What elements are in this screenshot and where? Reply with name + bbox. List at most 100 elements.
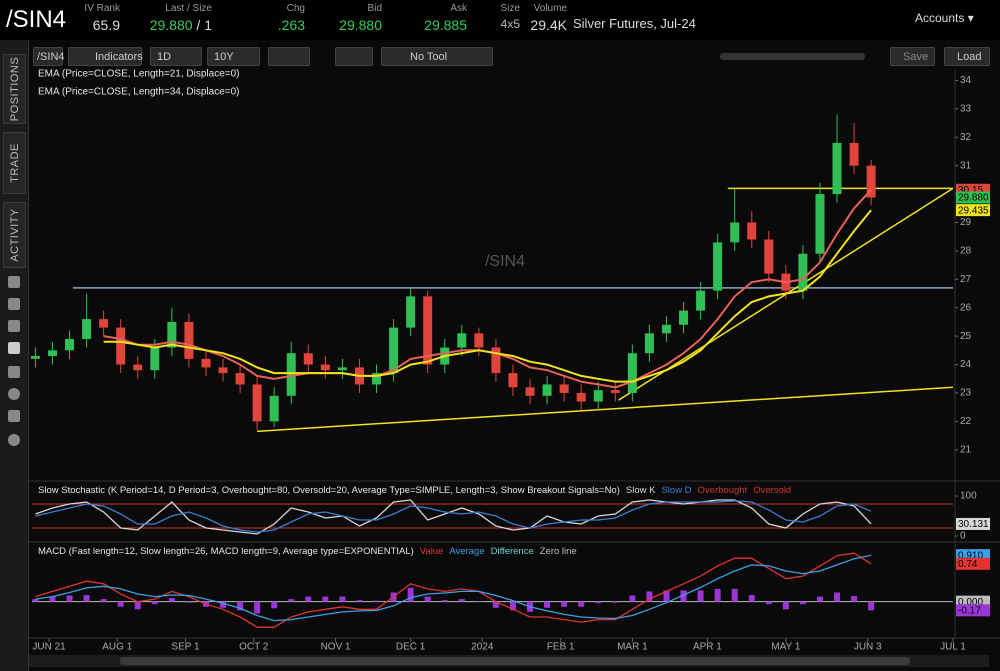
legend-entry: Average — [449, 546, 484, 557]
candle-body — [269, 395, 279, 422]
zoom-slider[interactable] — [720, 53, 865, 60]
y-tick-label: 21 — [960, 444, 972, 455]
value-tag — [956, 517, 990, 530]
quote-field: Chg .263 — [255, 3, 305, 33]
y-tick-label: 0 — [960, 531, 966, 542]
field-value: .263 — [277, 17, 305, 33]
accounts-label[interactable]: Accounts — [915, 11, 965, 25]
legend-entry: Zero line — [540, 546, 577, 557]
panel-title: MACD (Fast length=12, Slow length=26, MA… — [38, 546, 414, 557]
histogram-bar — [561, 601, 568, 607]
symbol[interactable]: /SIN4 — [6, 6, 67, 33]
value-tag-label: 0.74 — [958, 559, 978, 570]
icon[interactable] — [8, 388, 20, 400]
aggregation-select[interactable]: 1D — [150, 47, 202, 66]
icon[interactable] — [8, 298, 20, 310]
scroll-thumb[interactable] — [120, 657, 910, 665]
histogram-bar — [834, 592, 841, 602]
indicators-button[interactable]: Indicators — [68, 47, 143, 66]
legend-entry: Difference — [491, 546, 534, 557]
symbol-box[interactable]: /SIN4 — [33, 47, 65, 66]
panel-legend: Slow Stochastic (K Period=14, D Period=3… — [38, 485, 791, 496]
value-tag — [956, 191, 990, 204]
legend-entry: Overbought — [698, 485, 748, 496]
y-tick-label: 32 — [960, 132, 972, 143]
sidebar-tab[interactable]: POSITIONS — [3, 54, 26, 124]
icon[interactable] — [8, 410, 20, 422]
candle-body — [235, 373, 245, 385]
icon[interactable] — [8, 434, 20, 446]
candle-body — [866, 165, 876, 198]
candle-body — [65, 338, 75, 351]
style-select[interactable] — [268, 47, 310, 66]
series-line — [35, 554, 872, 622]
legend-entry: Oversold — [753, 485, 791, 496]
icon[interactable] — [8, 320, 20, 332]
series-line — [35, 552, 872, 628]
histogram-bar — [595, 601, 602, 604]
candle-body — [201, 358, 211, 368]
histogram-bar — [407, 587, 414, 602]
range-select[interactable]: 10Y — [207, 47, 260, 66]
histogram-bar — [32, 599, 39, 602]
x-tick-label: JUN 3 — [854, 642, 882, 653]
quote-field: Ask 29.885 — [405, 3, 467, 33]
quote-field: Last / Size 29.880 / 1 — [140, 3, 212, 33]
sidebar-tab[interactable]: ACTIVITY — [3, 202, 26, 268]
histogram-bar — [816, 596, 823, 602]
candle-body — [610, 390, 620, 393]
candle-body — [713, 242, 723, 291]
accounts-menu[interactable]: Accounts ▾ — [915, 11, 974, 25]
y-tick-label: 27 — [960, 274, 972, 285]
histogram-bar — [458, 599, 465, 602]
y-tick-label: 100 — [960, 491, 977, 502]
x-tick-label: FEB 1 — [547, 642, 575, 653]
y-tick-label: 23 — [960, 388, 972, 399]
histogram-bar — [646, 591, 653, 602]
histogram-bar — [868, 601, 875, 611]
candle-body — [337, 367, 347, 371]
x-tick-label: NOV 1 — [321, 642, 351, 653]
histogram-bar — [66, 595, 73, 602]
y-tick-label: 26 — [960, 302, 972, 313]
y-tick-label: 24 — [960, 359, 972, 370]
panel-legend: MACD (Fast length=12, Slow length=26, MA… — [38, 546, 577, 557]
icon[interactable] — [8, 342, 20, 354]
legend-entry: EMA (Price=CLOSE, Length=21, Displace=0) — [38, 69, 240, 80]
value-tag-label: 0.910 — [958, 550, 983, 561]
drawing-select[interactable] — [335, 47, 373, 66]
icon[interactable] — [8, 366, 20, 378]
x-tick-label: AUG 1 — [102, 642, 132, 653]
trendline — [257, 386, 954, 433]
histogram-bar — [288, 599, 295, 602]
field-value: 29.880 / 1 — [140, 17, 212, 33]
candle-body — [764, 239, 774, 274]
icon[interactable] — [8, 276, 20, 288]
x-tick-label: MAR 1 — [617, 642, 648, 653]
value-tag-label: 0.000 — [958, 597, 983, 608]
x-tick-label: SEP 1 — [171, 642, 200, 653]
panel-title: Slow Stochastic (K Period=14, D Period=3… — [38, 485, 620, 496]
x-tick-label: APR 1 — [693, 642, 722, 653]
candle-body — [372, 373, 382, 385]
x-tick-label: JUL 1 — [940, 642, 966, 653]
histogram-bar — [799, 601, 806, 605]
histogram-bar — [424, 596, 431, 602]
legend-entry: EMA (Price=CLOSE, Length=34, Displace=0) — [38, 87, 240, 98]
save-button[interactable]: Save — [890, 47, 935, 66]
candle-body — [303, 353, 313, 365]
last-price: 29.880 — [149, 17, 193, 33]
candle-body — [30, 356, 40, 359]
y-tick-label: 33 — [960, 103, 972, 114]
histogram-bar — [697, 590, 704, 602]
sidebar-tab[interactable]: TRADE — [3, 132, 26, 194]
load-button[interactable]: Load — [944, 47, 990, 66]
field-value: 29.885 — [424, 17, 467, 33]
series-line — [103, 209, 872, 383]
legend-entry: Slow K — [626, 485, 656, 496]
candle-body — [849, 142, 859, 166]
candle-body — [167, 321, 177, 348]
candle-body — [525, 387, 535, 396]
sidebar: POSITIONS TRADE ACTIVITY — [0, 40, 29, 671]
tool-select[interactable]: No Tool — [381, 47, 493, 66]
